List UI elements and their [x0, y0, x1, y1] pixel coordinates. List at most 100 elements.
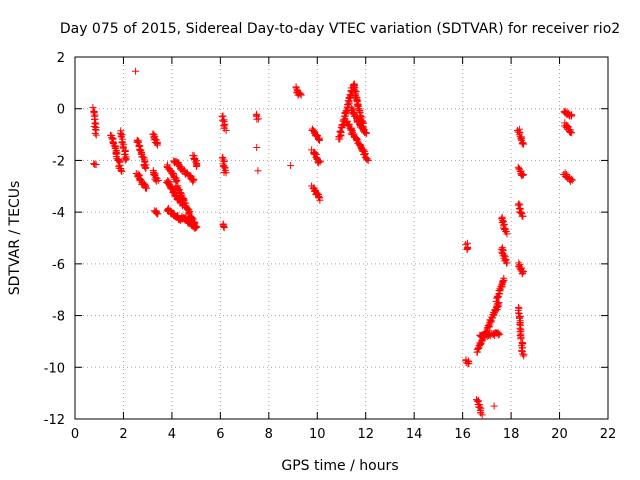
data-point [154, 176, 162, 184]
data-point [192, 162, 200, 170]
data-point [462, 240, 470, 248]
data-point [567, 128, 575, 136]
y-tick-label: 0 [57, 103, 65, 118]
data-point [520, 140, 528, 148]
plot-border [74, 56, 609, 420]
data-point [191, 224, 199, 232]
data-point [363, 155, 371, 163]
data-point [464, 244, 472, 252]
axis-ticks: 0 2 4 6 8 10 12 14 16 18 20 22 -12 -10 -8 -6 -4 -2 0 2 [44, 51, 617, 442]
data-point [518, 270, 526, 278]
data-point [353, 97, 361, 105]
data-point [517, 335, 525, 343]
data-point [519, 171, 527, 179]
data-point [519, 212, 527, 220]
data-point [362, 129, 370, 137]
data-point [117, 132, 125, 140]
data-point [118, 168, 126, 176]
data-point [287, 162, 295, 170]
data-point [220, 223, 228, 231]
y-tick-label: -10 [44, 361, 65, 376]
data-point [219, 163, 227, 171]
data-point [153, 141, 161, 149]
data-point [92, 160, 100, 168]
data-point [503, 230, 511, 238]
y-tick-label: -12 [44, 413, 65, 428]
data-point [222, 169, 230, 177]
data-point [515, 309, 523, 317]
data-point [91, 119, 99, 127]
data-point [89, 103, 97, 111]
data-point [311, 150, 319, 158]
data-point [189, 178, 197, 186]
data-point [316, 196, 324, 204]
data-point [336, 128, 344, 136]
x-tick-label: 0 [71, 427, 79, 442]
data-point [193, 223, 201, 231]
data-point [191, 224, 199, 232]
data-point [297, 90, 305, 98]
y-axis-label: SDTVAR / TECUs [7, 181, 23, 296]
data-point [315, 135, 323, 143]
data-point [568, 111, 576, 119]
data-point [484, 322, 492, 330]
data-point [116, 161, 124, 169]
data-point [341, 108, 349, 116]
data-point [118, 139, 126, 147]
data-point [297, 91, 305, 99]
data-point [186, 172, 194, 180]
data-point [490, 402, 498, 410]
x-tick-label: 20 [551, 427, 568, 442]
x-tick-label: 18 [503, 427, 520, 442]
data-point [122, 155, 130, 163]
data-point [92, 131, 100, 139]
data-point [117, 167, 125, 175]
data-point [494, 329, 502, 337]
data-point [142, 164, 150, 172]
data-point [152, 208, 160, 216]
data-point [492, 297, 500, 305]
x-tick-label: 10 [309, 427, 326, 442]
data-point [567, 175, 575, 183]
data-point [220, 224, 228, 232]
data-point [465, 360, 473, 368]
data-point [253, 144, 261, 151]
data-point [221, 120, 229, 128]
data-point [519, 139, 527, 147]
x-tick-label: 22 [600, 427, 617, 442]
data-point [316, 158, 324, 166]
x-tick-label: 12 [357, 427, 374, 442]
data-point [143, 184, 151, 192]
y-tick-label: -6 [52, 258, 65, 273]
y-tick-label: -2 [52, 154, 65, 169]
data-point [337, 127, 345, 135]
data-point [154, 210, 162, 218]
data-point [132, 67, 140, 75]
x-axis-label: GPS time / hours [281, 458, 398, 474]
x-tick-label: 8 [265, 427, 273, 442]
data-points [89, 67, 576, 419]
data-point [503, 259, 511, 267]
x-tick-label: 6 [216, 427, 224, 442]
data-point [463, 245, 471, 253]
data-point [222, 126, 230, 134]
y-tick-label: -4 [52, 206, 65, 221]
data-point [495, 299, 503, 307]
data-point [91, 129, 99, 137]
data-point [173, 177, 181, 185]
x-tick-label: 14 [406, 427, 423, 442]
data-point [500, 274, 508, 282]
data-point [520, 352, 528, 360]
data-point [515, 200, 523, 208]
data-point [343, 108, 351, 116]
data-point [568, 176, 576, 184]
x-tick-label: 2 [119, 427, 127, 442]
data-point [134, 138, 142, 146]
data-point [478, 411, 486, 419]
data-point [90, 115, 98, 123]
chart-title: Day 075 of 2015, Sidereal Day-to-day VTE… [60, 21, 620, 37]
data-point [496, 330, 504, 338]
x-tick-label: 16 [454, 427, 471, 442]
